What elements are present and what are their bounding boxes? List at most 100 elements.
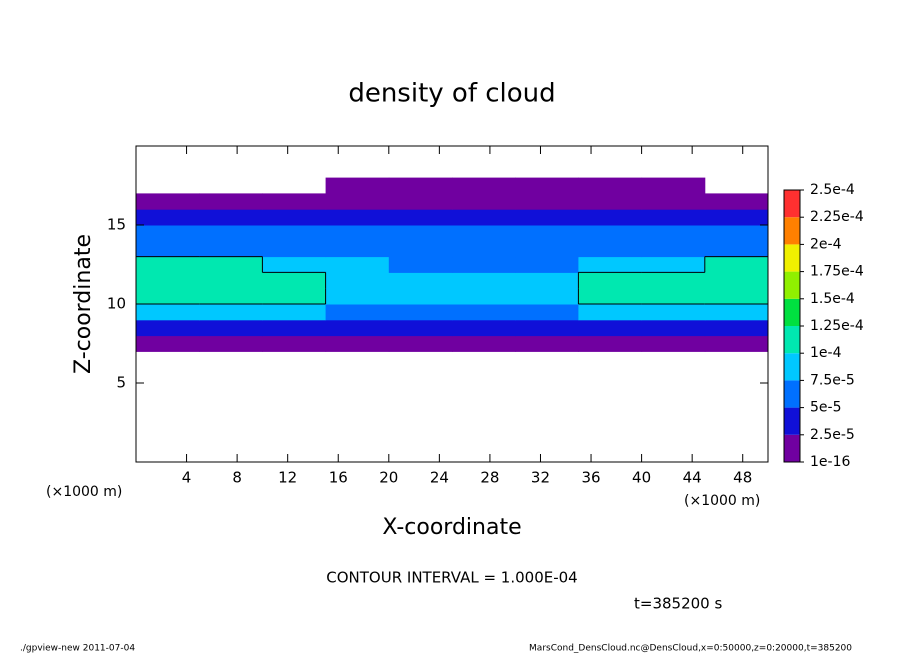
x-unit-label: (×1000 m): [46, 484, 122, 500]
heat-cell: [641, 304, 706, 321]
heat-cell: [199, 240, 263, 258]
x-tick-label: 36: [581, 469, 600, 487]
heat-cell: [641, 272, 706, 289]
heat-cell: [704, 240, 769, 258]
heat-cell: [578, 272, 643, 289]
heat-cell: [199, 335, 263, 352]
heat-cell: [641, 177, 706, 194]
x-tick-label: 4: [182, 469, 192, 487]
heat-cell: [704, 335, 769, 352]
heat-cell: [136, 240, 200, 258]
x-tick-label: 12: [278, 469, 297, 487]
colorbar-swatch: [784, 190, 800, 218]
heat-cell: [199, 272, 263, 289]
x-tick-label: 40: [632, 469, 651, 487]
heat-cell: [578, 177, 643, 194]
colorbar-label: 1e-4: [810, 345, 842, 361]
heat-cell: [325, 193, 390, 210]
heat-cell: [452, 335, 516, 352]
heat-cell: [704, 256, 769, 273]
heat-cell: [515, 335, 579, 352]
heat-cell: [136, 225, 200, 242]
x-tick-label: 32: [531, 469, 550, 487]
heat-cell: [578, 256, 643, 273]
heat-cell: [704, 272, 769, 289]
heat-cell: [199, 193, 263, 210]
colorbar-swatch: [784, 380, 800, 408]
heat-cell: [199, 304, 263, 321]
heat-cell: [452, 256, 516, 273]
heat-cell: [388, 177, 453, 194]
heat-cell: [325, 319, 390, 337]
heat-cell: [136, 288, 200, 305]
heat-cell: [704, 304, 769, 321]
heat-cell: [641, 209, 706, 226]
heat-cell: [704, 319, 769, 337]
heat-cell: [388, 209, 453, 226]
heat-cell: [452, 193, 516, 210]
heat-cell: [515, 272, 579, 289]
colorbar-label: 7.5e-5: [810, 372, 855, 388]
y-axis-label: Z-coordinate: [71, 234, 96, 374]
colorbar-label: 1.25e-4: [810, 318, 864, 334]
heat-cell: [262, 240, 327, 258]
colorbar-swatch: [784, 407, 800, 435]
colorbar-label: 1e-16: [810, 454, 850, 470]
x-tick-label: 48: [733, 469, 752, 487]
footer: ./gpview-new 2011-07-04: [20, 644, 135, 654]
heat-cell: [136, 272, 200, 289]
heat-cell: [262, 288, 327, 305]
colorbar-label: 5e-5: [810, 400, 841, 416]
heat-cell: [388, 240, 453, 258]
x-tick-label: 16: [329, 469, 348, 487]
heat-cell: [136, 335, 200, 352]
heat-cell: [325, 335, 390, 352]
heat-cell: [199, 225, 263, 242]
heat-cell: [136, 304, 200, 321]
heat-cell: [388, 304, 453, 321]
heat-cell: [578, 225, 643, 242]
heat-cell: [515, 304, 579, 321]
heat-cell: [452, 272, 516, 289]
heat-cell: [388, 193, 453, 210]
colorbar-swatch: [784, 244, 800, 272]
heat-cell: [578, 240, 643, 258]
heat-cell: [199, 256, 263, 273]
heat-cell: [515, 193, 579, 210]
heat-cell: [262, 319, 327, 337]
colorbar-swatch: [784, 434, 800, 462]
colorbar-label: 1.5e-4: [810, 291, 855, 307]
heat-cell: [704, 193, 769, 210]
heat-cell: [641, 335, 706, 352]
heat-cell: [578, 288, 643, 305]
y-tick-label: 10: [107, 295, 126, 313]
heat-cell: [325, 225, 390, 242]
colorbar-label: 2.5e-5: [810, 427, 855, 443]
x-unit-label: (×1000 m): [684, 493, 760, 509]
heat-cell: [262, 256, 327, 273]
heat-cell: [325, 177, 390, 194]
heat-cell: [704, 209, 769, 226]
annotation: CONTOUR INTERVAL = 1.000E-04: [326, 569, 577, 587]
x-tick-label: 20: [379, 469, 398, 487]
heat-cell: [578, 319, 643, 337]
x-tick-label: 28: [480, 469, 499, 487]
heat-cell: [515, 240, 579, 258]
chart-title: density of cloud: [348, 79, 555, 109]
colorbar-swatch: [784, 353, 800, 381]
colorbar-swatch: [784, 298, 800, 326]
colorbar-label: 2e-4: [810, 236, 842, 252]
heat-cell: [325, 256, 390, 273]
heat-cell: [515, 209, 579, 226]
heat-cell: [641, 288, 706, 305]
y-tick-label: 5: [116, 374, 126, 392]
heat-cell: [641, 319, 706, 337]
heat-cell: [136, 193, 200, 210]
heat-cell: [388, 225, 453, 242]
heat-cell: [325, 240, 390, 258]
heat-cell: [578, 209, 643, 226]
heat-cell: [262, 193, 327, 210]
heat-cell: [578, 304, 643, 321]
heat-cell: [452, 319, 516, 337]
